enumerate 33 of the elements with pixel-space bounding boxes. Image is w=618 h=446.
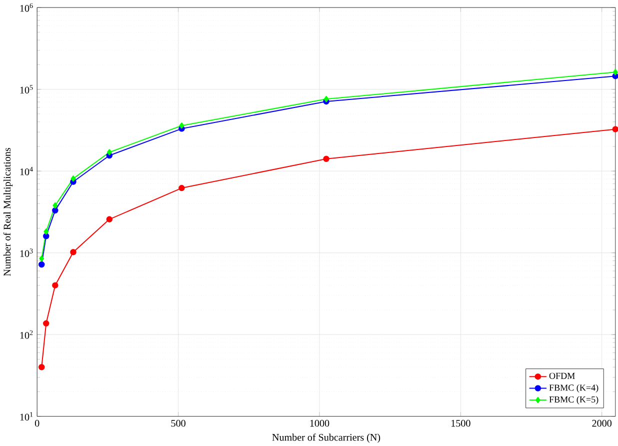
y-tick-label: 10$^{1}$ [20, 412, 33, 420]
point [52, 282, 58, 288]
x-tick-label: 0 [34, 420, 40, 427]
point [323, 156, 330, 162]
point [70, 175, 76, 182]
point [106, 216, 112, 222]
point [38, 364, 45, 370]
point [324, 96, 329, 102]
y-tick-label: 10$^{6}$ [20, 3, 33, 12]
y-tick-label: 10$^{4}$ [20, 166, 33, 176]
point [106, 149, 112, 156]
y-tick-label: 10$^{3}$ [20, 248, 33, 257]
point [38, 261, 45, 268]
point [70, 248, 76, 256]
y-axis-title: Number of Real Multiplications [3, 148, 13, 276]
legend-label: OFDM [549, 372, 575, 379]
point [52, 207, 58, 214]
x-tick-label: 1500 [451, 420, 470, 427]
point [43, 232, 50, 240]
point [44, 228, 49, 235]
point [52, 202, 58, 208]
x-axis-title: Number of Subcarriers (N) [272, 434, 380, 443]
y-tick-label: 10$^{2}$ [20, 330, 33, 339]
x-tick-label: 1000 [310, 420, 330, 427]
point [39, 255, 44, 262]
legend-label: FBMC (K=5) [549, 396, 598, 404]
x-tick-label: 2000 [592, 420, 612, 427]
point [43, 320, 50, 326]
x-tick-label: 500 [171, 420, 186, 427]
point [179, 122, 184, 129]
point [178, 184, 185, 192]
y-tick-label: 10$^{5}$ [20, 85, 33, 94]
legend-label: FBMC (K=4) [549, 384, 598, 392]
